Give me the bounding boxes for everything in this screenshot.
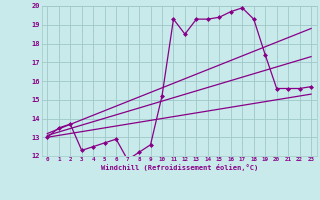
- X-axis label: Windchill (Refroidissement éolien,°C): Windchill (Refroidissement éolien,°C): [100, 164, 258, 171]
